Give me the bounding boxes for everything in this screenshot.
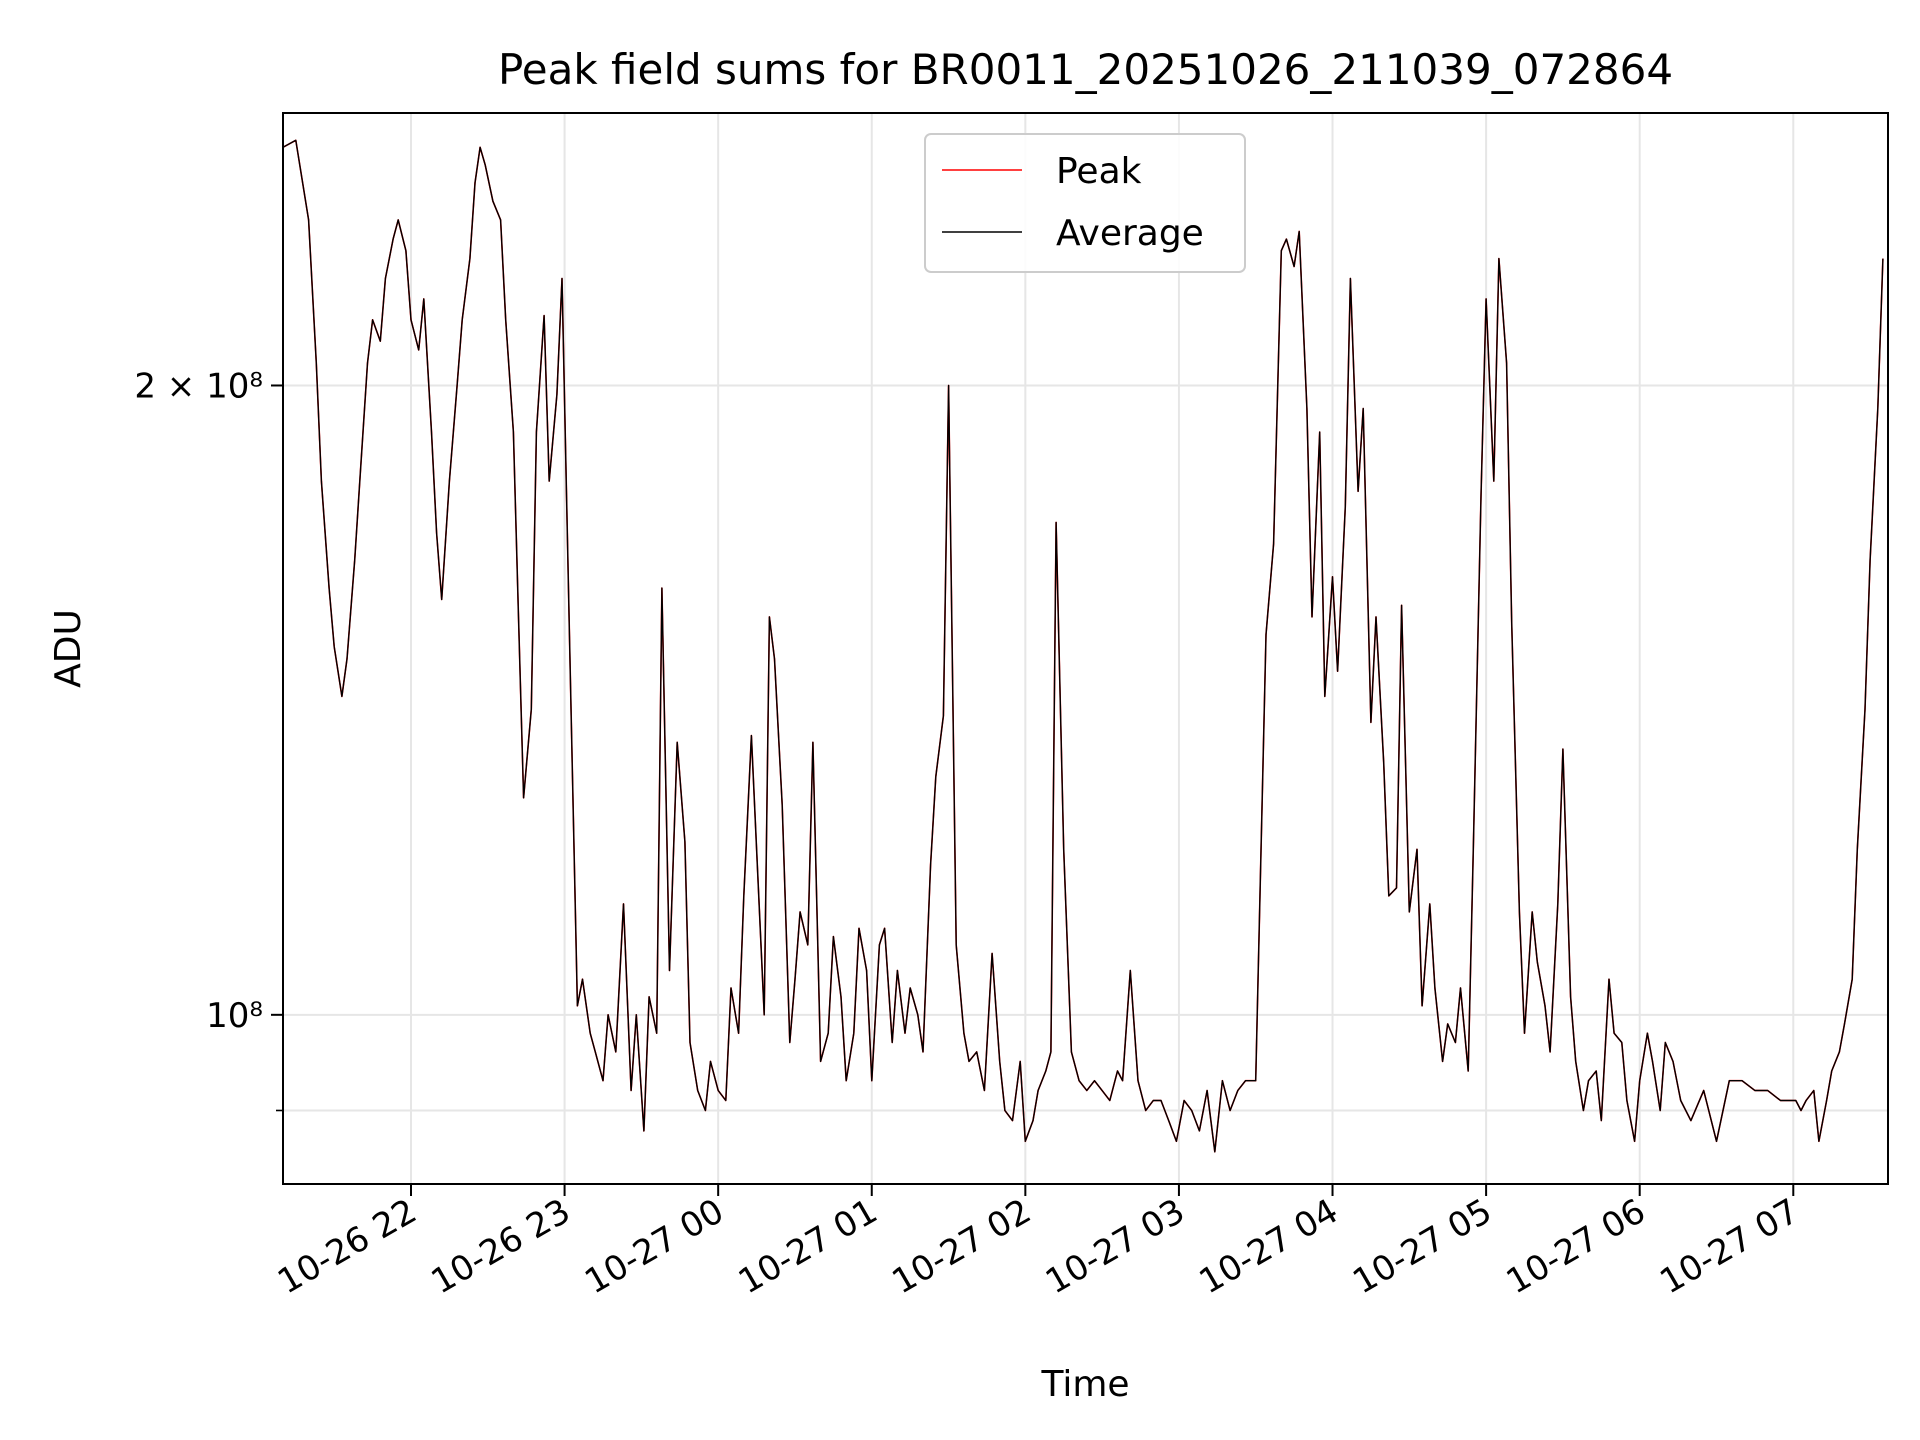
legend-box <box>924 133 1246 273</box>
legend-label: Average <box>1056 213 1204 254</box>
x-axis-ticks: 10-26 22 10-26 23 10-27 00 10-27 01 10-27 02… <box>271 1184 1806 1302</box>
x-tick-label: 10-26 22 <box>271 1191 423 1302</box>
series-lines <box>283 139 1884 1153</box>
series-line-average <box>283 139 1884 1153</box>
grid-lines <box>283 113 1888 1184</box>
y-axis-ticks: 2 × 10⁸ 10⁸ <box>134 366 283 1112</box>
x-tick-label: 10-27 00 <box>578 1191 730 1302</box>
x-tick-label: 10-27 05 <box>1346 1191 1498 1302</box>
axes-frame <box>282 112 1889 1185</box>
legend-label: Peak <box>1056 151 1142 192</box>
x-tick-label: 10-26 23 <box>425 1191 577 1302</box>
x-tick-label: 10-27 01 <box>732 1191 884 1302</box>
x-tick-label: 10-27 06 <box>1500 1191 1652 1302</box>
y-tick-label: 10⁸ <box>206 996 263 1036</box>
y-tick-label: 2 × 10⁸ <box>134 366 263 406</box>
x-tick-label: 10-27 04 <box>1193 1191 1345 1302</box>
y-axis-label: ADU <box>48 609 89 688</box>
x-tick-label: 10-27 07 <box>1653 1191 1805 1302</box>
x-tick-label: 10-27 03 <box>1039 1191 1191 1302</box>
series-line-peak <box>283 139 1884 1153</box>
legend: Peak Average <box>924 133 1246 273</box>
x-tick-label: 10-27 02 <box>885 1191 1037 1302</box>
chart-title: Peak field sums for BR0011_20251026_2110… <box>498 45 1673 94</box>
x-axis-label: Time <box>1040 1364 1129 1405</box>
